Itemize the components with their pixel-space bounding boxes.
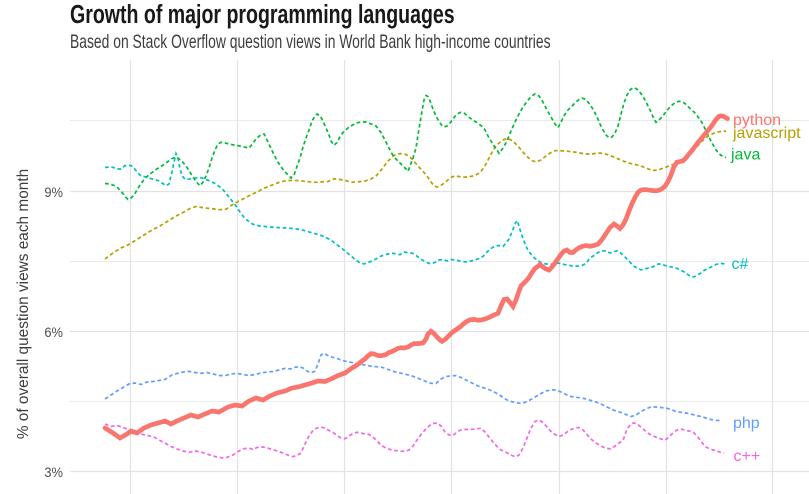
svg-text:java: java: [730, 147, 760, 164]
svg-text:javascript: javascript: [732, 125, 801, 142]
svg-text:c#: c#: [732, 256, 749, 273]
svg-text:c++: c++: [734, 448, 761, 465]
svg-text:php: php: [733, 415, 760, 432]
svg-text:python: python: [733, 112, 781, 129]
